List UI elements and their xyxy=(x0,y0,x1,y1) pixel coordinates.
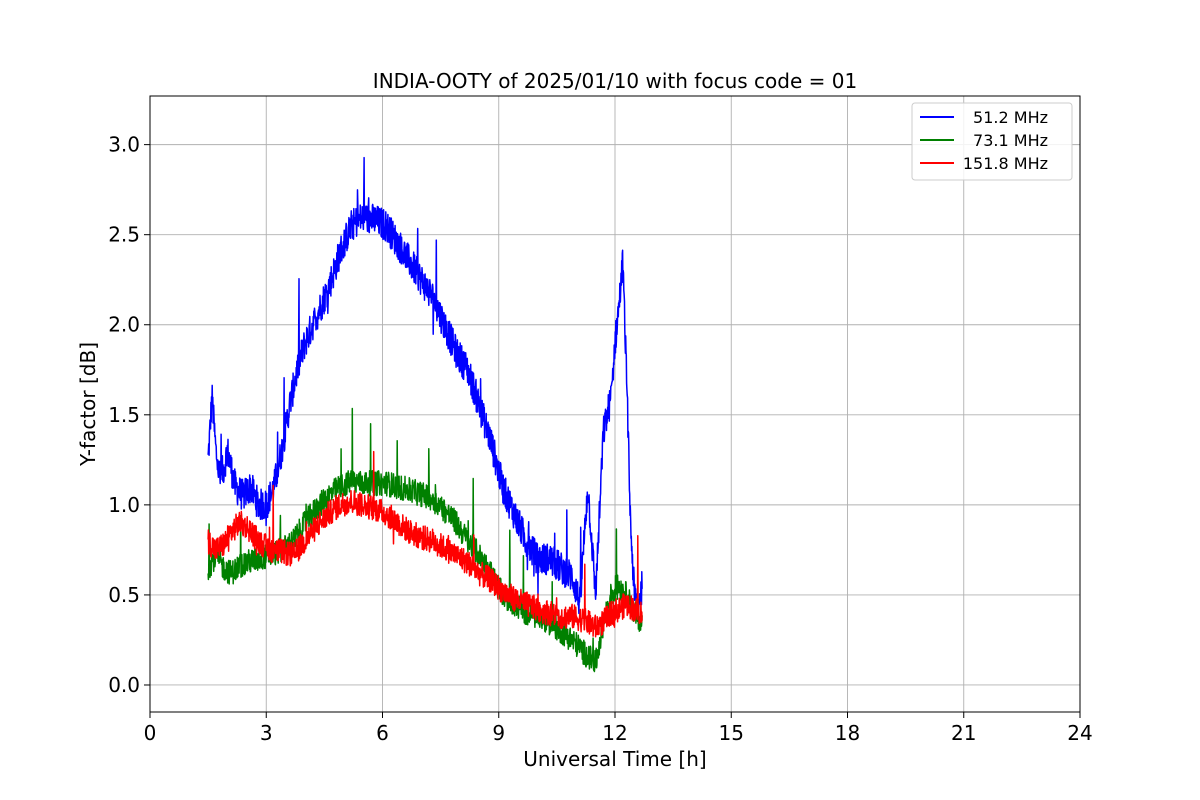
y-tick-label: 1.0 xyxy=(108,493,140,517)
y-tick-label: 0.0 xyxy=(108,673,140,697)
series-line xyxy=(207,450,643,638)
legend-box xyxy=(911,102,1073,181)
x-tick-label: 0 xyxy=(144,721,157,745)
y-tick-label: 0.5 xyxy=(108,583,140,607)
x-tick-label: 18 xyxy=(835,721,860,745)
x-axis-ticks: 0 3 6 9 12 15 18 21 24 xyxy=(144,712,1093,745)
legend: 51.2 MHz 73.1 MHz 151.8 MHz xyxy=(911,102,1073,181)
x-tick-label: 21 xyxy=(951,721,976,745)
y-tick-label: 2.0 xyxy=(108,313,140,337)
y-axis-ticks: 0.0 0.5 1.0 1.5 2.0 2.5 3.0 xyxy=(108,133,150,697)
x-tick-label: 24 xyxy=(1067,721,1092,745)
legend-label: 151.8 MHz xyxy=(963,154,1048,173)
x-axis-label: Universal Time [h] xyxy=(523,747,706,771)
series-line xyxy=(207,156,643,615)
x-tick-label: 3 xyxy=(260,721,273,745)
x-tick-label: 12 xyxy=(602,721,627,745)
y-axis-label: Y-factor [dB] xyxy=(76,342,100,467)
y-tick-label: 3.0 xyxy=(108,133,140,157)
y-tick-label: 1.5 xyxy=(108,403,140,427)
x-tick-label: 15 xyxy=(719,721,744,745)
legend-label: 73.1 MHz xyxy=(973,131,1048,150)
x-tick-label: 6 xyxy=(376,721,389,745)
legend-label: 51.2 MHz xyxy=(973,108,1048,127)
series-line xyxy=(207,407,643,673)
y-tick-label: 2.5 xyxy=(108,223,140,247)
grid-lines xyxy=(150,96,1080,712)
series-lines xyxy=(207,156,643,673)
x-tick-label: 9 xyxy=(492,721,505,745)
chart-title: INDIA-OOTY of 2025/01/10 with focus code… xyxy=(373,69,857,93)
